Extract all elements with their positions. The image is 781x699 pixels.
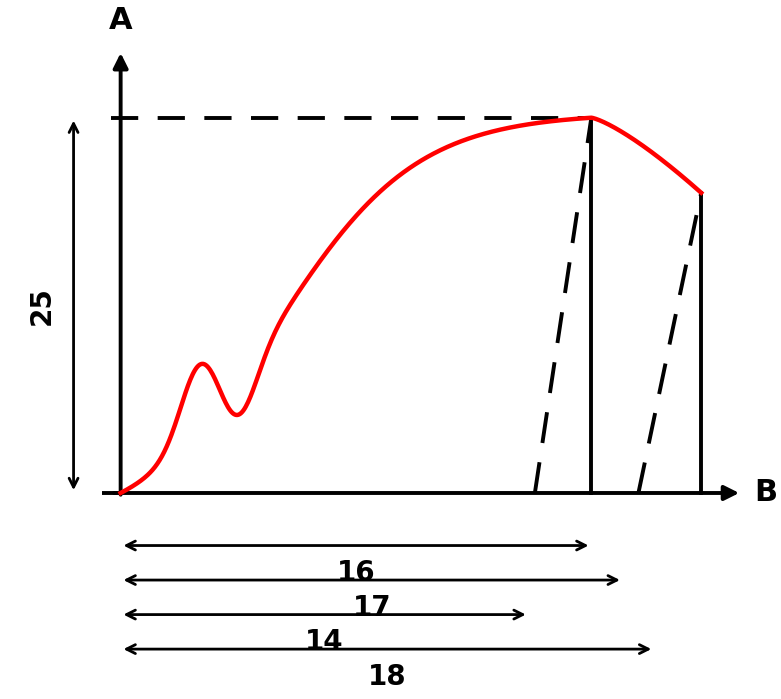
Text: 16: 16 <box>337 559 376 587</box>
Text: 25: 25 <box>28 286 56 325</box>
Text: B: B <box>754 479 778 507</box>
Text: 18: 18 <box>368 663 407 691</box>
Text: 14: 14 <box>305 628 344 656</box>
Text: 17: 17 <box>352 593 391 621</box>
Text: A: A <box>109 6 133 35</box>
